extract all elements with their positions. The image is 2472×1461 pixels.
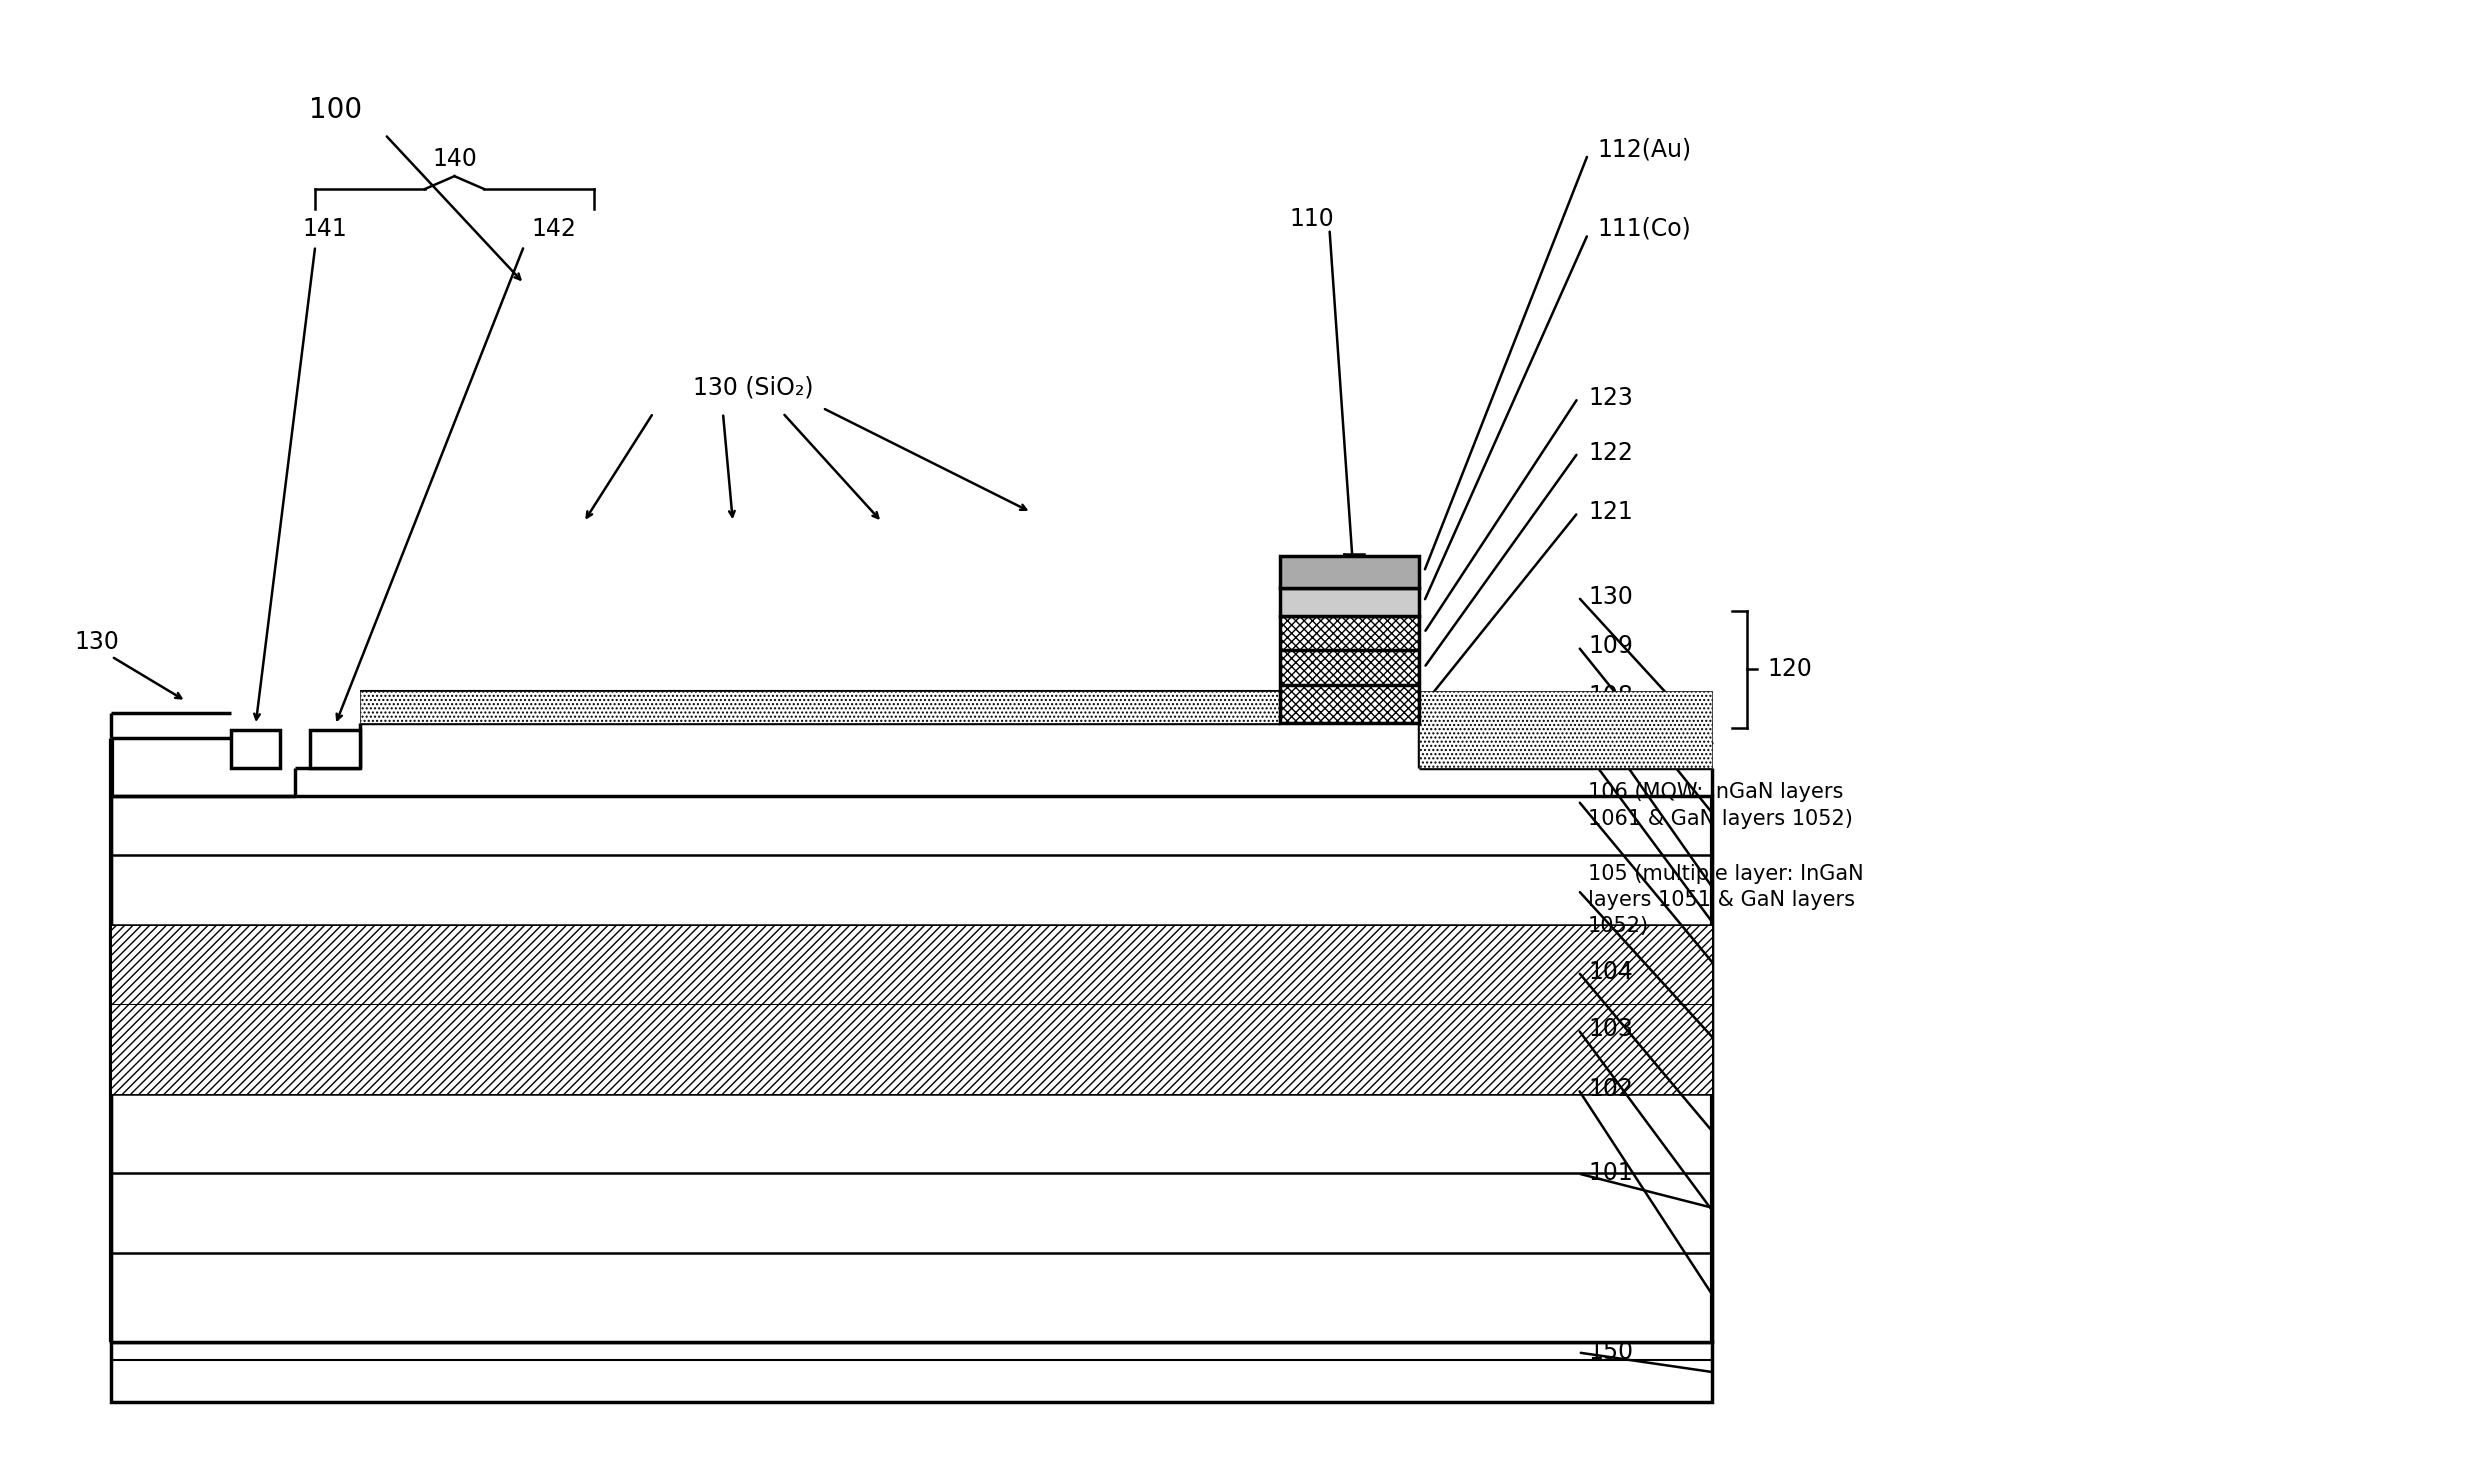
Bar	[1280, 587, 1419, 615]
Text: 103: 103	[1587, 1017, 1634, 1042]
Bar	[361, 691, 1280, 723]
Bar	[230, 730, 279, 768]
Bar	[1280, 685, 1419, 723]
Bar	[111, 1004, 1713, 1094]
Text: 122: 122	[1587, 441, 1634, 465]
Text: 130 (SiO₂): 130 (SiO₂)	[692, 375, 813, 400]
Text: 100: 100	[309, 95, 361, 124]
Bar	[111, 925, 1713, 1004]
Text: 130: 130	[74, 630, 119, 653]
Bar	[111, 1343, 1713, 1403]
Text: 142: 142	[531, 216, 576, 241]
Text: 140: 140	[433, 148, 477, 171]
Bar	[1280, 615, 1419, 650]
Bar	[311, 730, 361, 768]
Text: 123: 123	[1587, 386, 1634, 411]
Bar	[111, 796, 1713, 1343]
Text: 112(Au): 112(Au)	[1597, 137, 1691, 161]
Text: 102: 102	[1587, 1077, 1634, 1102]
Text: 108: 108	[1587, 684, 1634, 709]
Text: 105 (multiple layer: InGaN
layers 1051 & GaN layers
1052): 105 (multiple layer: InGaN layers 1051 &…	[1587, 863, 1864, 937]
Text: 120: 120	[1767, 657, 1812, 681]
Text: 141: 141	[304, 216, 349, 241]
Text: 130: 130	[1587, 584, 1634, 609]
Text: 101: 101	[1587, 1161, 1632, 1185]
Text: 110: 110	[1290, 207, 1335, 231]
Text: 111(Co): 111(Co)	[1597, 216, 1691, 241]
Text: 106 (MQW: InGaN layers
1061 & GaN layers 1052): 106 (MQW: InGaN layers 1061 & GaN layers…	[1587, 783, 1854, 828]
Text: 107: 107	[1587, 729, 1634, 752]
Bar	[1419, 691, 1713, 768]
Text: 104: 104	[1587, 960, 1634, 983]
Bar	[1280, 557, 1419, 587]
Text: 121: 121	[1587, 500, 1632, 524]
Text: 150: 150	[1587, 1340, 1634, 1365]
Text: 109: 109	[1587, 634, 1634, 659]
Bar	[1280, 650, 1419, 685]
Bar	[1280, 615, 1419, 723]
